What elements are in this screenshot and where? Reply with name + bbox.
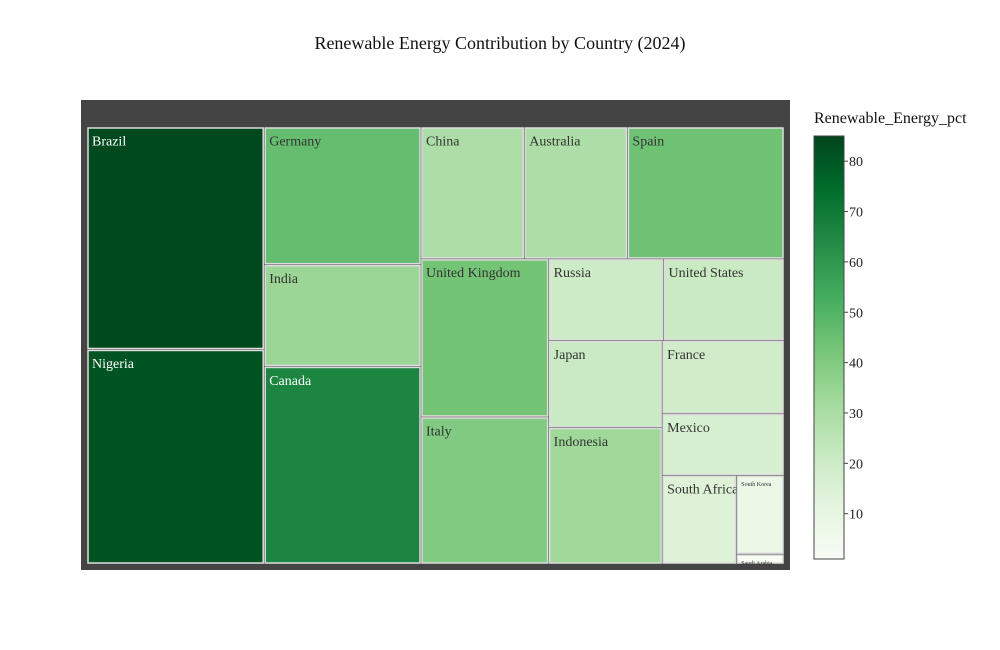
tile-label-france: France <box>667 348 705 363</box>
tile-russia[interactable] <box>548 259 664 341</box>
colorbar-tick-label-80: 80 <box>849 155 863 170</box>
tile-south-korea[interactable] <box>736 475 784 554</box>
colorbar-tick-label-40: 40 <box>849 357 863 372</box>
tile-spain[interactable] <box>627 127 784 259</box>
tile-label-indonesia: Indonesia <box>554 435 609 450</box>
tile-label-canada: Canada <box>269 374 312 389</box>
tile-japan[interactable] <box>548 340 662 428</box>
colorbar-tick-label-30: 30 <box>849 407 863 422</box>
tile-india[interactable] <box>264 264 421 367</box>
tile-label-brazil: Brazil <box>92 134 126 149</box>
tile-label-nigeria: Nigeria <box>92 357 135 372</box>
tile-mexico[interactable] <box>662 414 784 476</box>
tile-canada[interactable] <box>264 366 421 564</box>
tile-saudi-arabia[interactable] <box>736 554 784 564</box>
tile-australia[interactable] <box>524 127 628 259</box>
tile-label-south-korea: South Korea <box>741 482 771 488</box>
tile-united-states[interactable] <box>663 259 784 341</box>
tile-france[interactable] <box>662 340 784 414</box>
tile-label-united-kingdom: United Kingdom <box>426 266 521 281</box>
colorbar-tick-label-70: 70 <box>849 206 863 221</box>
tile-label-japan: Japan <box>554 348 586 363</box>
tile-label-spain: Spain <box>632 134 664 149</box>
tile-china[interactable] <box>421 127 524 259</box>
tile-label-australia: Australia <box>529 134 581 149</box>
tile-label-india: India <box>269 272 299 287</box>
tile-label-saudi-arabia: Saudi Arabia <box>741 561 772 567</box>
tile-label-russia: Russia <box>554 266 592 281</box>
tile-germany[interactable] <box>264 127 421 265</box>
tile-south-africa[interactable] <box>662 475 737 564</box>
chart-title: Renewable Energy Contribution by Country… <box>314 33 686 53</box>
tile-label-germany: Germany <box>269 134 321 149</box>
colorbar-tick-label-60: 60 <box>849 256 863 271</box>
colorbar-tick-label-50: 50 <box>849 306 863 321</box>
tile-italy[interactable] <box>421 417 549 564</box>
tile-united-kingdom[interactable] <box>421 259 549 417</box>
colorbar-title: Renewable_Energy_pct <box>814 110 967 127</box>
tile-label-italy: Italy <box>426 424 452 439</box>
colorbar <box>813 135 845 560</box>
tile-brazil[interactable] <box>87 127 264 350</box>
tile-label-south-africa: South Africa <box>667 483 739 498</box>
tile-label-mexico: Mexico <box>667 421 710 436</box>
tile-nigeria[interactable] <box>87 349 264 564</box>
colorbar-tick-label-10: 10 <box>849 508 863 523</box>
tile-label-united-states: United States <box>668 266 743 281</box>
colorbar-tick-label-20: 20 <box>849 457 863 472</box>
tile-label-china: China <box>426 134 460 149</box>
tile-indonesia[interactable] <box>548 427 662 564</box>
